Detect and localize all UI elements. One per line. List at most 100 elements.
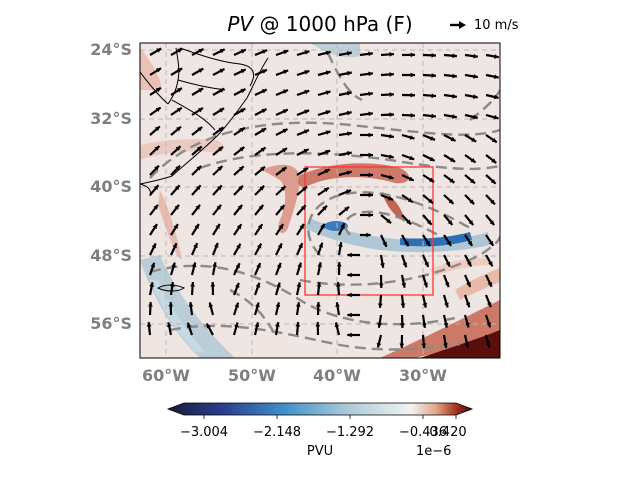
wind-vector-head xyxy=(431,73,436,78)
wind-vector-head xyxy=(151,243,156,249)
latitude-label: 40°S xyxy=(90,177,132,196)
wind-vector-head xyxy=(186,322,192,328)
wind-vector-head xyxy=(468,220,474,226)
wind-vector-head xyxy=(324,169,330,174)
colorbar-exponent: 1e−6 xyxy=(416,444,452,459)
wind-vector-head xyxy=(256,263,261,269)
wind-vector-head xyxy=(346,70,352,76)
wind-vector-head xyxy=(210,282,216,287)
wind-vector-head xyxy=(388,174,394,180)
colorbar-tick-label: 0.420 xyxy=(429,425,467,440)
wind-vector-head xyxy=(280,186,286,191)
wind-vector-head xyxy=(257,224,263,230)
wind-vector-head xyxy=(169,282,175,287)
wind-vector-head xyxy=(425,241,430,247)
wind-vector-head xyxy=(296,282,302,288)
wind-vector-head xyxy=(317,262,323,268)
wind-vector-head xyxy=(261,108,267,114)
wind-vector-head xyxy=(449,178,455,183)
wind-vector-head xyxy=(431,113,436,119)
longitude-label: 60°W xyxy=(142,366,190,385)
wind-vector-head xyxy=(429,156,435,161)
colorbar-tick-label: −1.292 xyxy=(325,425,375,440)
wind-vector-head xyxy=(473,73,478,79)
wind-vector-head xyxy=(389,72,394,77)
wind-vector-head xyxy=(176,88,182,93)
wind-vector-head xyxy=(275,322,280,327)
latitude-label: 24°S xyxy=(90,40,132,59)
wind-vector-head xyxy=(325,50,331,56)
wind-vector-head xyxy=(366,232,371,238)
wind-vector-head xyxy=(347,292,352,298)
wind-vector-head xyxy=(445,261,450,267)
wind-vector-head xyxy=(237,204,243,210)
wind-vector-head xyxy=(452,114,457,119)
wind-vector-head xyxy=(490,178,496,184)
wind-vector-head xyxy=(218,146,223,152)
wind-vector-head xyxy=(295,322,301,327)
wind-vector-head xyxy=(148,302,153,307)
wind-vector-head xyxy=(154,146,160,151)
wind-vector-head xyxy=(302,186,307,192)
wind-vector-head xyxy=(335,282,341,287)
wind-vector-head xyxy=(219,108,225,113)
wind-vector-head xyxy=(193,243,198,249)
wind-vector-head xyxy=(155,107,161,113)
wind-vector-head xyxy=(283,49,289,55)
wind-vector-head xyxy=(470,157,476,163)
wind-vector-head xyxy=(368,212,373,218)
wind-vector-head xyxy=(491,158,497,163)
colorbar-tick-label: −2.148 xyxy=(252,425,302,440)
wind-vector-head xyxy=(486,342,491,348)
wind-vector-head xyxy=(421,323,427,328)
wind-vector-head xyxy=(234,302,240,308)
wind-vector-head xyxy=(368,132,373,138)
title-level: @ 1000 hPa (F) xyxy=(259,12,413,36)
wind-vector-head xyxy=(196,165,202,171)
wind-vector-head xyxy=(281,167,287,172)
wind-vector-head xyxy=(400,303,406,308)
wind-vector-head xyxy=(488,240,494,246)
wind-vector-head xyxy=(389,92,394,97)
wind-vector-head xyxy=(325,90,331,95)
wind-vector-head xyxy=(176,126,181,132)
wind-vector-head xyxy=(177,68,183,73)
wind-vector-head xyxy=(347,312,352,318)
wind-vector-head xyxy=(276,282,281,288)
wind-vector-head xyxy=(472,114,478,120)
wind-vector-head xyxy=(404,241,409,247)
wind-vector-head xyxy=(216,204,222,210)
wind-vector-head xyxy=(156,48,162,53)
wind-vector-head xyxy=(466,261,472,267)
wind-vector-head xyxy=(303,149,309,154)
wind-vector-head xyxy=(444,302,449,308)
wind-vector-head xyxy=(304,109,310,115)
wind-vector-head xyxy=(153,204,158,210)
wind-vector-head xyxy=(262,49,268,54)
wind-vector-head xyxy=(235,263,240,269)
wind-vector-head xyxy=(421,343,427,348)
title-variable: PV xyxy=(227,12,254,36)
wind-vector-head xyxy=(452,53,457,59)
wind-vector-head xyxy=(196,146,202,152)
wind-vector-head xyxy=(218,127,224,132)
wind-vector-head xyxy=(389,52,394,57)
wind-vector-head xyxy=(219,68,225,74)
wind-vector-head xyxy=(347,332,352,338)
wind-vector-head xyxy=(190,282,195,287)
wind-vector-head xyxy=(238,166,244,172)
wind-vector-head xyxy=(422,302,428,308)
wind-vector-head xyxy=(171,262,176,268)
wind-vector-head xyxy=(275,302,281,308)
wind-vector-head xyxy=(464,342,470,348)
wind-vector-head xyxy=(347,252,352,258)
wind-vector-head xyxy=(347,151,352,156)
wind-vector-head xyxy=(168,302,174,307)
wind-vector-head xyxy=(490,199,495,205)
wind-vector-head xyxy=(368,192,373,198)
analysis-box xyxy=(304,166,434,296)
wind-vector-head xyxy=(172,243,177,249)
wind-vector-head xyxy=(315,322,321,327)
wind-vector-head xyxy=(430,136,436,141)
wind-vector-head xyxy=(155,87,161,93)
